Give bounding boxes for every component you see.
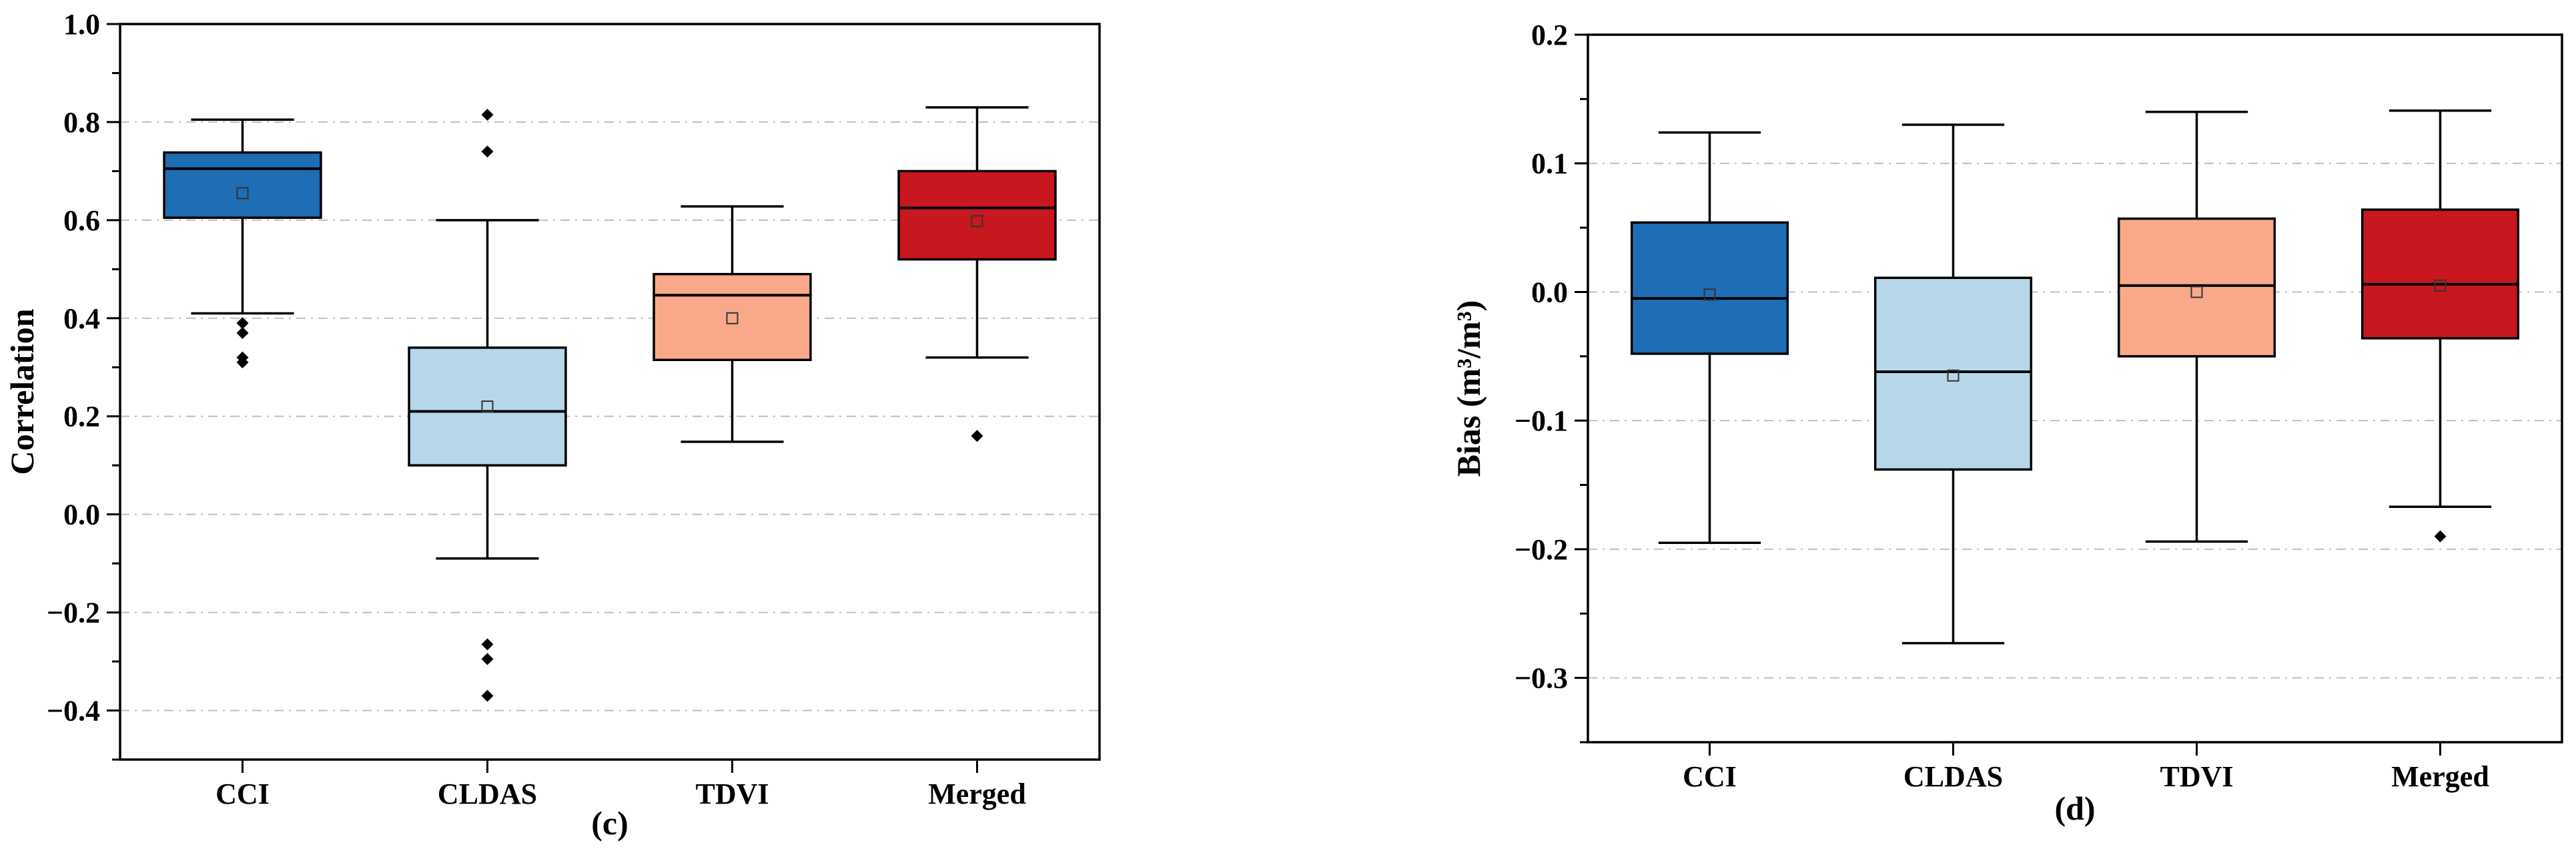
outlier-point [481, 653, 494, 665]
mean-marker-merged [2434, 279, 2447, 292]
y-tick-label: 0.6 [63, 204, 100, 237]
box-merged [2360, 208, 2520, 340]
correlation-panel: CCI CLDAS TDVI Merged −0.4 −0.2 0.0 0.2 0.4 0.6 0.… [3, 8, 1101, 842]
box-cci [1630, 221, 1789, 355]
x-tick-label: CLDAS [1903, 760, 2003, 793]
x-tick-label: Merged [2391, 760, 2489, 793]
x-tick-label: CCI [1683, 760, 1737, 793]
box-cci [163, 151, 322, 219]
outlier-point [236, 326, 249, 339]
outlier-point [971, 430, 983, 443]
y-tick-label: −0.1 [1515, 404, 1568, 437]
plot-frame [1587, 33, 2563, 744]
mean-marker-cci [236, 187, 249, 200]
y-tick-label: 0.0 [63, 499, 100, 531]
box-tdvi [653, 272, 812, 361]
outlier-point [236, 356, 249, 368]
outlier-point [481, 146, 494, 158]
y-tick-label: 0.2 [63, 400, 100, 433]
x-tick-label: CCI [216, 778, 270, 810]
mean-marker-merged [971, 215, 983, 228]
mean-marker-tdvi [726, 312, 739, 324]
bias-panel: CCI CLDAS TDVI Merged −0.3 −0.2 −0.1 0.0 0.1 0.2 B… [1450, 19, 2563, 827]
x-tick-label: CLDAS [438, 778, 537, 810]
y-tick-label: 0.2 [1531, 19, 1568, 51]
box-tdvi [2117, 217, 2276, 358]
outlier-point [236, 317, 249, 330]
outlier-point [481, 108, 494, 121]
plot-frame [119, 23, 1101, 761]
outlier-point [2434, 530, 2447, 543]
y-tick-label: 0.4 [63, 302, 100, 335]
x-tick-label: Merged [928, 778, 1026, 810]
y-tick-label: 1.0 [63, 8, 100, 41]
y-axis-title: Correlation [3, 308, 41, 475]
y-axis-title: Bias (m³/m³) [1450, 300, 1487, 477]
y-tick-label: 0.1 [1531, 148, 1568, 180]
mean-marker-cldas [481, 400, 494, 413]
mean-marker-tdvi [2190, 286, 2203, 298]
mean-marker-cci [1703, 288, 1716, 301]
box-cldas [1873, 276, 2033, 471]
panel-caption: (d) [2054, 790, 2095, 827]
y-tick-label: −0.3 [1515, 662, 1568, 695]
x-tick-label: TDVI [695, 778, 769, 810]
y-tick-label: −0.4 [47, 695, 100, 728]
y-tick-label: 0.8 [63, 106, 100, 139]
mean-marker-cldas [1947, 369, 1960, 382]
x-tick-label: TDVI [2160, 760, 2233, 793]
panel-caption: (c) [591, 804, 628, 842]
outlier-point [481, 689, 494, 702]
y-tick-label: 0.0 [1531, 276, 1568, 308]
y-tick-label: −0.2 [47, 597, 100, 629]
box-cldas [408, 346, 567, 467]
y-tick-label: −0.2 [1515, 533, 1568, 566]
outlier-point [481, 638, 494, 651]
